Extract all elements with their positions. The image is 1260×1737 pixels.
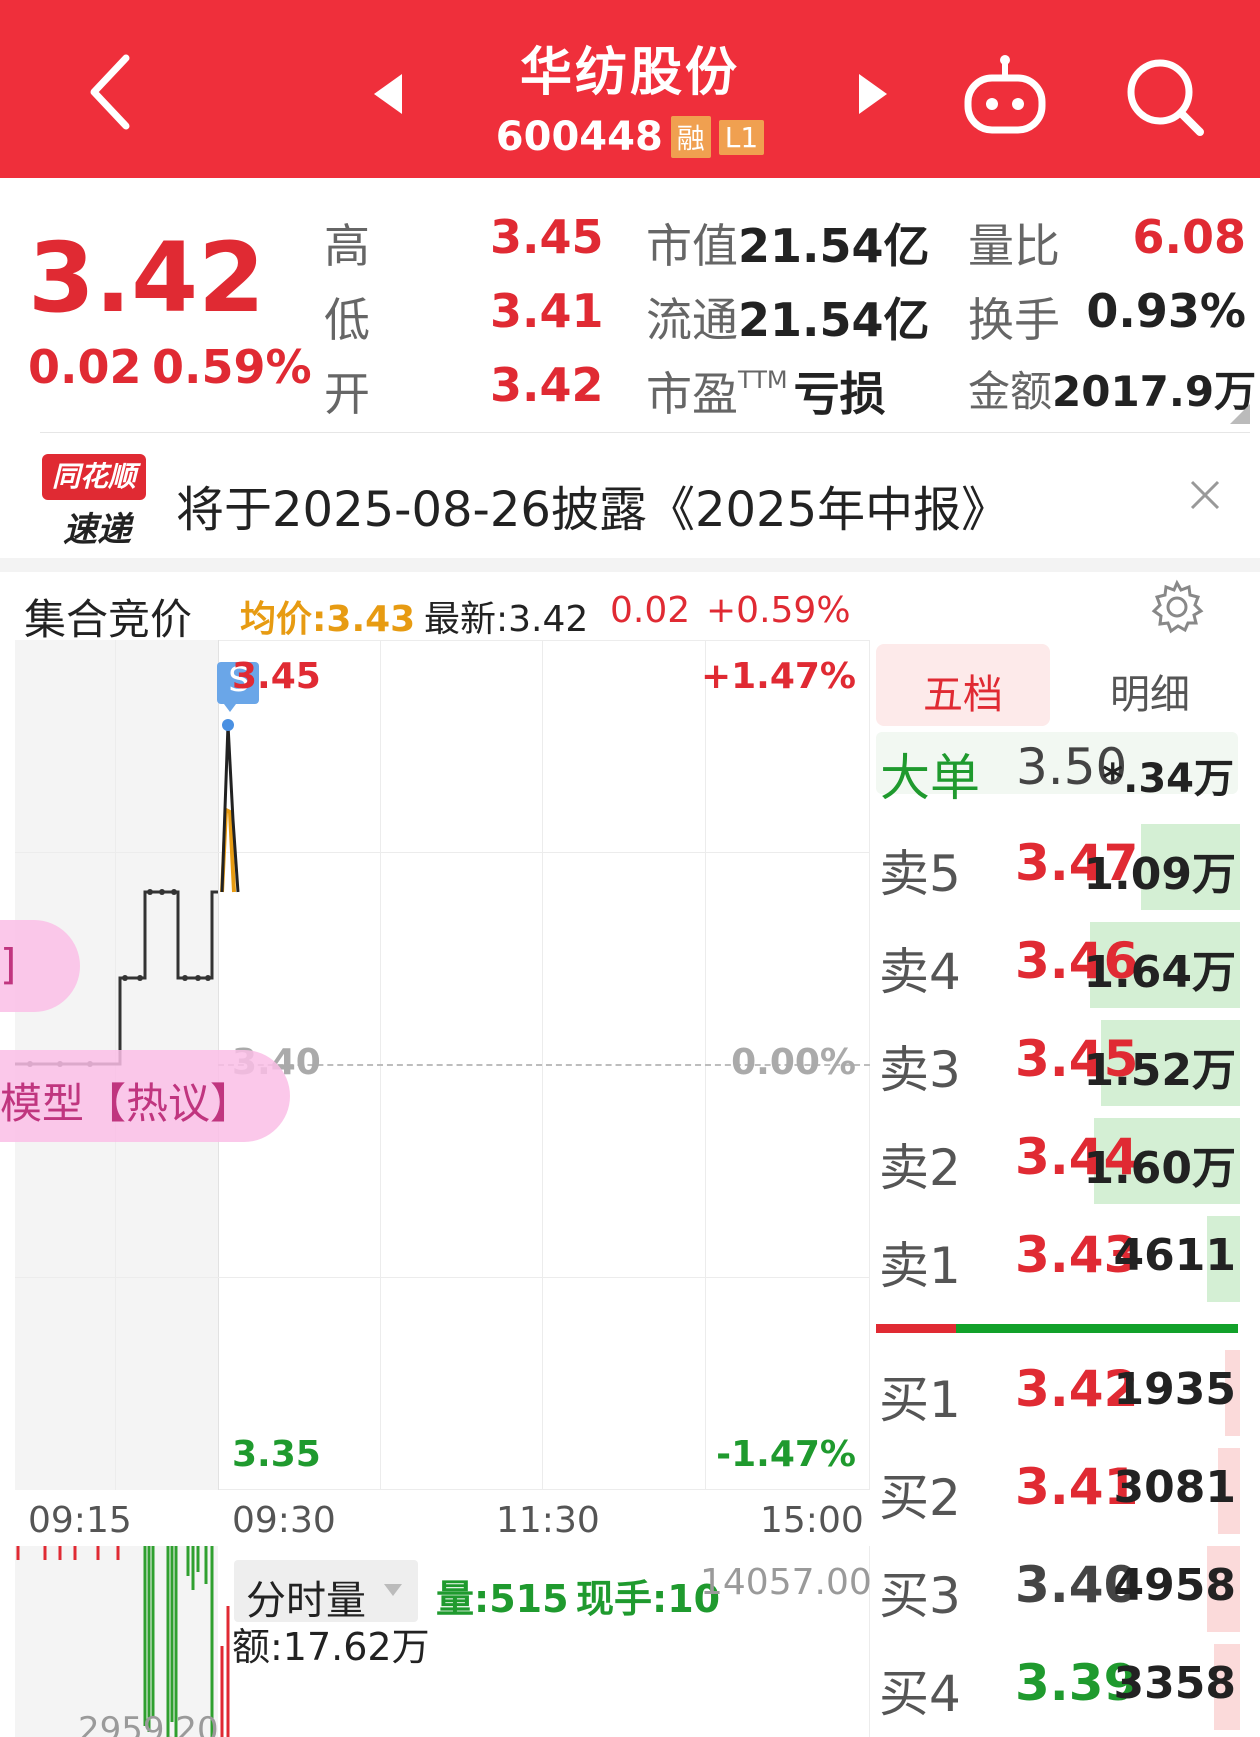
pct-axis-mid: 0.00% — [700, 1042, 856, 1083]
current-hand: 现手:10 — [576, 1568, 720, 1623]
bid-row[interactable]: 买3 3.40 4958 — [875, 1538, 1240, 1636]
turnover-label: 换手 — [968, 284, 1060, 350]
volume-bars-red — [222, 1606, 228, 1737]
volume-selector[interactable]: 分时量 — [234, 1560, 418, 1622]
ask-vol: 1.60万 — [1083, 1132, 1236, 1196]
ask-label: 卖1 — [879, 1226, 961, 1298]
ask-row[interactable]: 卖5 3.47 1.09万 — [875, 816, 1240, 914]
pct-axis-top: +1.47% — [700, 656, 856, 697]
time-label: 09:15 — [28, 1500, 132, 1541]
floating-tag-left-text: ] — [0, 940, 16, 989]
bid-label: 买1 — [879, 1360, 961, 1432]
ask-row[interactable]: 卖2 3.44 1.60万 — [875, 1110, 1240, 1208]
volume-bars-green — [145, 1546, 212, 1737]
bid-vol: 1935 — [1114, 1364, 1236, 1415]
volume-axis-max: 14057.00 — [700, 1562, 856, 1603]
price-line-svg — [0, 0, 880, 1500]
robot-icon[interactable] — [960, 52, 1050, 140]
volume-amount: 额:17.62万 — [232, 1616, 430, 1671]
bid-label: 买3 — [879, 1556, 961, 1628]
ask-row[interactable]: 卖1 3.43 4611 — [875, 1208, 1240, 1306]
price-axis-top: 3.45 — [232, 656, 321, 697]
bid-row[interactable]: 买1 3.42 1935 — [875, 1342, 1240, 1440]
pct-axis-bottom: -1.47% — [700, 1434, 856, 1475]
tab-detail[interactable]: 明细 — [1070, 662, 1230, 720]
amount-value: 2017.9万 — [1052, 367, 1256, 416]
bid-row[interactable]: 买4 3.39 3358 — [875, 1636, 1240, 1734]
turnover-value: 0.93% — [1080, 284, 1246, 338]
ask-label: 卖4 — [879, 932, 961, 1004]
chevron-down-icon — [382, 1582, 404, 1598]
floating-tag-model[interactable]: 模型【热议】 — [0, 1050, 290, 1142]
buy-sell-ratio-red — [876, 1324, 956, 1333]
time-label: 11:30 — [496, 1500, 600, 1541]
buy-sell-ratio-green — [956, 1324, 1238, 1333]
close-icon[interactable] — [1188, 478, 1222, 512]
amount-label: 金额 — [968, 367, 1052, 416]
volume-value: 量:515 — [436, 1568, 569, 1623]
time-label: 15:00 — [760, 1500, 864, 1541]
ask-label: 卖2 — [879, 1128, 961, 1200]
big-order-volume: *.34万 — [1102, 746, 1234, 804]
volume-bars-svg — [0, 1546, 240, 1737]
expand-corner-icon[interactable] — [1230, 404, 1250, 424]
search-icon[interactable] — [1124, 56, 1208, 140]
volume-ratio-label: 量比 — [968, 210, 1060, 276]
s-marker-tail — [224, 704, 236, 712]
bid-vol: 3358 — [1114, 1658, 1236, 1709]
bid-vol: 4958 — [1114, 1560, 1236, 1611]
intraday-price-line — [222, 725, 238, 892]
volume-ratio-value: 6.08 — [1090, 210, 1246, 264]
tab-five-level[interactable]: 五档 — [876, 644, 1050, 726]
amount: 金额2017.9万 — [968, 358, 1256, 419]
high-dot — [222, 719, 234, 731]
ask-vol: 1.52万 — [1083, 1034, 1236, 1098]
volume-axis-bottom: 2959.20 — [78, 1710, 219, 1737]
volume-ticks-red — [18, 1546, 118, 1560]
ask-label: 卖3 — [879, 1030, 961, 1102]
bid-row[interactable]: 买2 3.41 3081 — [875, 1440, 1240, 1538]
ask-vol: 4611 — [1114, 1230, 1236, 1281]
tab-five-level-label: 五档 — [876, 662, 1050, 720]
settings-gear-icon[interactable] — [1148, 578, 1206, 636]
bid-label: 买4 — [879, 1654, 961, 1726]
big-order-label: 大单 — [880, 738, 980, 810]
ask-row[interactable]: 卖4 3.46 1.64万 — [875, 914, 1240, 1012]
bid-vol: 3081 — [1114, 1462, 1236, 1513]
ask-row[interactable]: 卖3 3.45 1.52万 — [875, 1012, 1240, 1110]
big-order-row[interactable]: 大单 3.50 *.34万 — [876, 732, 1238, 794]
bid-label: 买2 — [879, 1458, 961, 1530]
floating-tag-model-text: 模型【热议】 — [0, 1070, 252, 1131]
ask-vol: 1.64万 — [1083, 936, 1236, 1000]
ask-label: 卖5 — [879, 834, 961, 906]
price-axis-bottom: 3.35 — [232, 1434, 321, 1475]
ask-vol: 1.09万 — [1083, 838, 1236, 902]
time-label: 09:30 — [232, 1500, 336, 1541]
